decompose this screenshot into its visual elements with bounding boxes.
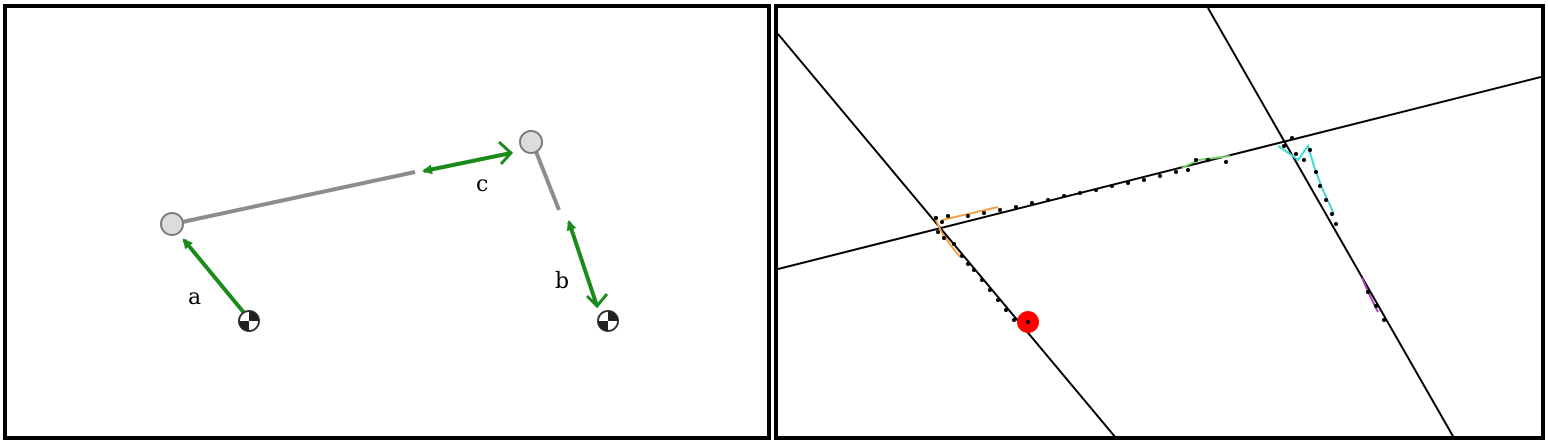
vector-a-label: a: [188, 285, 201, 310]
vector-b-label: b: [555, 269, 569, 294]
right-diagram-panel: [774, 4, 1545, 440]
fit-line-left: [778, 33, 1116, 436]
ground-marker-a: [238, 310, 260, 332]
trace-cyan: [1277, 143, 1335, 215]
trace-orange: [933, 215, 961, 258]
vector-b-tail-fork: [585, 293, 609, 309]
vector-c-label: c: [476, 172, 488, 197]
vector-b-arrow: [566, 220, 599, 307]
joint-right: [519, 130, 543, 154]
highlight-point-center: [1026, 320, 1030, 324]
link-right: [531, 143, 561, 211]
trace-orange-top: [941, 206, 999, 221]
joint-left: [160, 212, 184, 236]
fit-line-horizontal: [778, 76, 1541, 270]
sample-points: [934, 136, 1386, 322]
left-diagram-panel: a b c: [3, 4, 771, 440]
trace-green: [1181, 155, 1231, 169]
vector-a-arrow: [182, 238, 247, 316]
ground-marker-b: [597, 310, 619, 332]
right-diagram-canvas: [778, 8, 1541, 436]
fit-line-right: [1207, 8, 1455, 436]
vector-c-arrow: [422, 151, 512, 175]
vector-c-tail-fork: [497, 140, 514, 166]
link-left: [172, 170, 416, 226]
left-diagram-canvas: a b c: [160, 130, 619, 332]
